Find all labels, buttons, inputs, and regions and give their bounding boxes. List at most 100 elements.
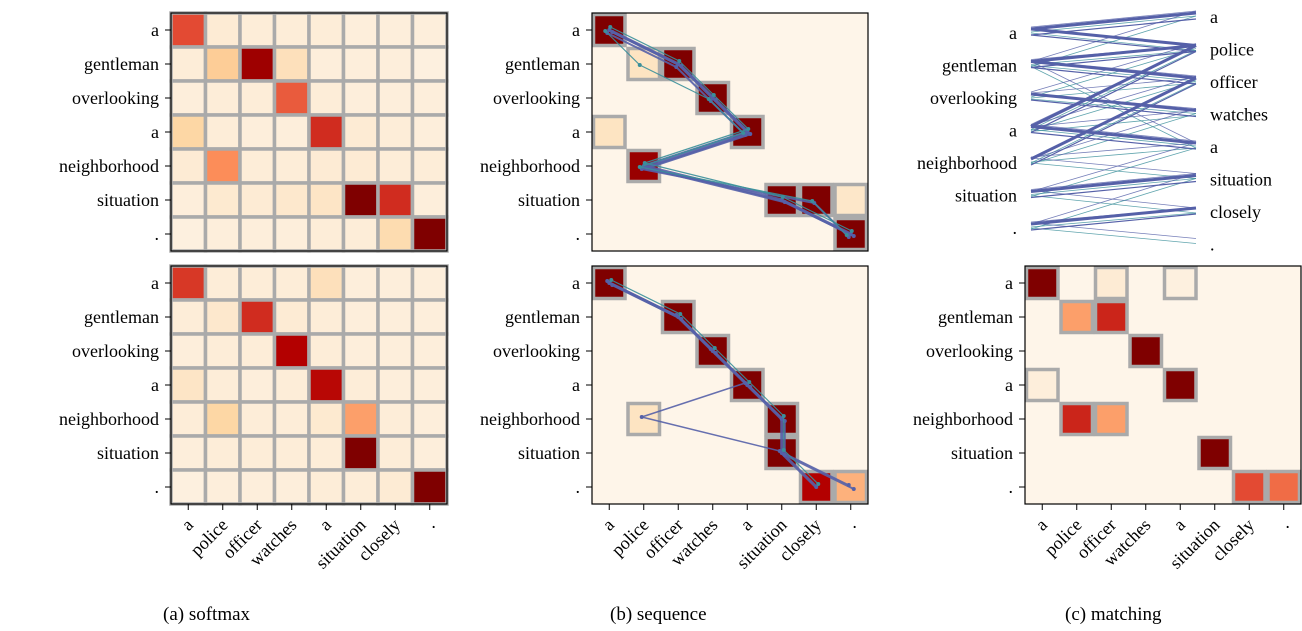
heatmap-cell: [341, 468, 380, 506]
heatmap-cell: [238, 45, 277, 83]
path-point: [782, 200, 787, 204]
match-link-thin: [1030, 227, 1197, 244]
path-point: [677, 59, 682, 63]
heatmap-cell: [376, 11, 415, 49]
heatmap-cell: [410, 298, 449, 336]
heatmap-cell: [307, 332, 346, 370]
row-label: gentleman: [84, 54, 159, 74]
heatmap-cell: [410, 45, 449, 83]
row-label: .: [155, 477, 160, 497]
left-token: neighborhood: [917, 153, 1017, 173]
col-label: .: [421, 515, 438, 532]
heatmap-cell: [203, 45, 242, 83]
heatmap-cell: [1059, 299, 1095, 335]
col-label: a: [177, 515, 197, 535]
heatmap-cell: [626, 401, 662, 437]
heatmap-cell: [376, 366, 415, 404]
row-label: gentleman: [938, 307, 1013, 327]
match-link-thin: [1030, 50, 1197, 130]
col-label: a: [315, 515, 335, 535]
match-link-thin: [1030, 124, 1197, 142]
heatmap-cell: [272, 113, 311, 151]
heatmap-softmax-top: a gentleman overlooking a neighborhood situat…: [59, 11, 449, 253]
match-link: [1030, 131, 1197, 150]
heatmap-cell: [376, 400, 415, 438]
heatmap-cell: [169, 298, 208, 336]
heatmap-cell: [307, 45, 346, 83]
heatmap-cell: [307, 79, 346, 117]
path-point: [610, 30, 615, 34]
row-label: neighborhood: [480, 409, 580, 429]
path-point: [844, 233, 849, 237]
heatmap-cell: [169, 11, 208, 49]
path-point: [743, 381, 748, 385]
heatmap-cell: [307, 468, 346, 506]
row-label: overlooking: [493, 88, 580, 108]
heatmap-cell: [341, 215, 380, 253]
row-label: situation: [518, 190, 580, 210]
match-link-strong: [1030, 11, 1197, 31]
match-link: [1030, 66, 1197, 85]
heatmap-cell: [307, 11, 346, 49]
heatmap-cell: [169, 215, 208, 253]
col-label: .: [1275, 515, 1292, 532]
heatmap-cell: [376, 181, 415, 219]
match-link-thin: [1030, 190, 1197, 209]
heatmap-cell: [272, 264, 311, 302]
heatmap-cell: [307, 366, 346, 404]
heatmap-cell: [238, 79, 277, 117]
heatmap-cell: [203, 264, 242, 302]
row-label: .: [1009, 477, 1014, 497]
row-label: overlooking: [72, 88, 159, 108]
caption-matching: (c) matching: [1065, 604, 1162, 625]
right-token: a: [1210, 7, 1218, 27]
heatmap-cell: [1024, 265, 1060, 301]
heatmap-cell: [341, 45, 380, 83]
path-point: [603, 29, 608, 33]
heatmap-cell: [203, 215, 242, 253]
left-token: .: [1013, 218, 1018, 238]
path-point: [712, 346, 717, 350]
col-label: a: [1169, 515, 1189, 535]
heatmap-cell: [203, 298, 242, 336]
path-point: [777, 449, 782, 453]
match-link-thin: [1030, 48, 1197, 98]
match-link-strong: [1030, 44, 1197, 63]
match-link-strong: [1030, 92, 1197, 112]
heatmap-cell: [169, 181, 208, 219]
row-label: a: [151, 122, 159, 142]
row-label: situation: [97, 443, 159, 463]
row-label: a: [151, 20, 159, 40]
path-point: [637, 63, 642, 67]
path-point: [642, 161, 647, 165]
row-label: neighborhood: [480, 156, 580, 176]
heatmap-cell: [410, 11, 449, 49]
heatmap-cell: [203, 400, 242, 438]
match-link: [1030, 213, 1197, 231]
col-label: a: [1031, 515, 1051, 535]
heatmap-cell: [238, 400, 277, 438]
heatmap-cell: [272, 366, 311, 404]
heatmap-cell: [410, 181, 449, 219]
row-label: a: [572, 122, 580, 142]
path-point: [609, 278, 614, 282]
heatmap-cell: [307, 181, 346, 219]
heatmap-cell: [410, 147, 449, 185]
match-link-strong: [1030, 76, 1197, 161]
heatmap-cell: [410, 468, 449, 506]
right-token: officer: [1210, 72, 1258, 92]
heatmap-cell: [272, 298, 311, 336]
heatmap-cell: [238, 147, 277, 185]
row-label: situation: [97, 190, 159, 210]
path-point: [780, 195, 785, 199]
row-label: .: [576, 477, 581, 497]
heatmap-cell: [169, 79, 208, 117]
heatmap-cell: [238, 332, 277, 370]
row-label: a: [151, 375, 159, 395]
heatmap-matching-bottom: a gentleman overlooking a neighborhood situat…: [913, 265, 1302, 573]
row-label: overlooking: [493, 341, 580, 361]
heatmap-cell: [376, 215, 415, 253]
match-link-strong: [1030, 44, 1197, 128]
heatmap-cell: [410, 400, 449, 438]
heatmap-cell: [1162, 367, 1198, 403]
